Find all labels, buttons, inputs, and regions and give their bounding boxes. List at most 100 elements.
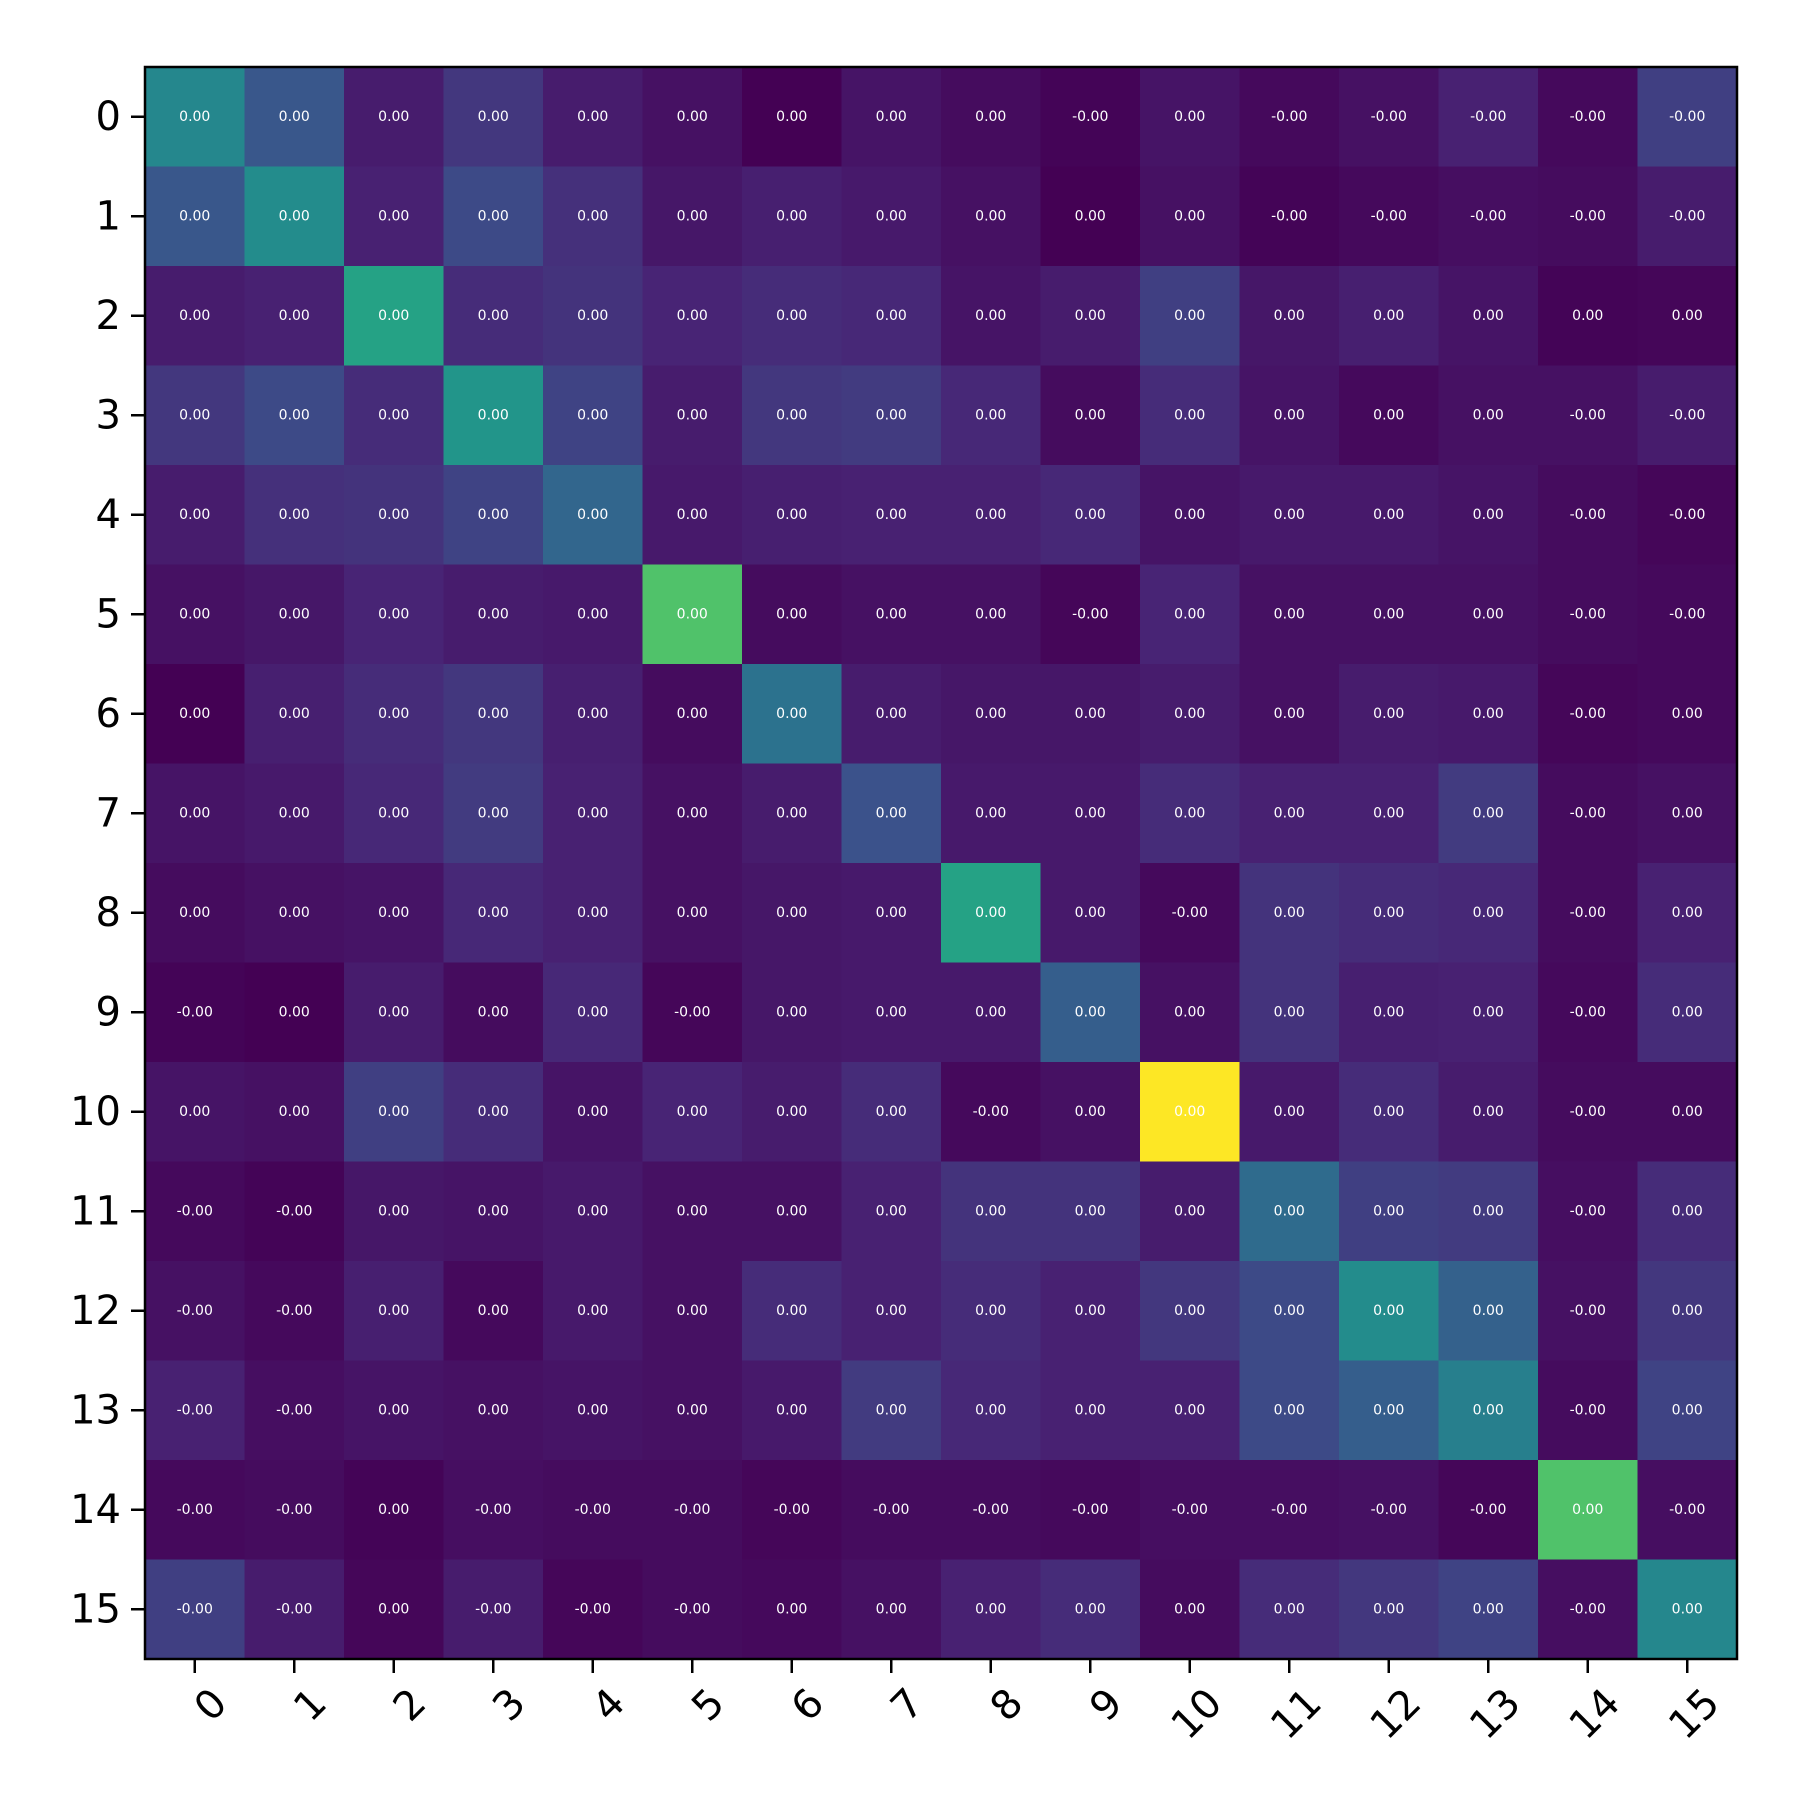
heatmap-cell (1339, 664, 1440, 765)
heatmap-cell (841, 1062, 942, 1163)
cell-value-label: 0.00 (876, 1303, 907, 1319)
cell-value-label: 0.00 (577, 407, 608, 423)
heatmap-cell (1538, 266, 1639, 367)
heatmap-cell (1339, 1460, 1440, 1561)
heatmap-cell (742, 564, 843, 665)
heatmap-cell (145, 962, 246, 1063)
cell-value-label: 0.00 (876, 109, 907, 125)
cell-value-label: 0.00 (876, 706, 907, 722)
heatmap-cell (1637, 465, 1738, 566)
heatmap-cell (1140, 763, 1241, 864)
heatmap-cell (543, 465, 644, 566)
cell-value-label: -0.00 (1570, 1203, 1606, 1219)
cell-value-label: 0.00 (179, 706, 210, 722)
heatmap-cell (1538, 763, 1639, 864)
cell-value-label: 0.00 (1473, 1004, 1504, 1020)
cell-value-label: 0.00 (876, 1402, 907, 1418)
cell-value-label: 0.00 (378, 208, 409, 224)
cell-value-label: 0.00 (677, 1402, 708, 1418)
y-tick-label: 5 (96, 591, 121, 637)
cell-value-label: -0.00 (1072, 1502, 1108, 1518)
cell-value-label: 0.00 (677, 805, 708, 821)
cell-value-label: 0.00 (776, 407, 807, 423)
heatmap-cell (742, 166, 843, 267)
heatmap-cell (1239, 763, 1340, 864)
cell-value-label: -0.00 (276, 1203, 312, 1219)
heatmap-cell (642, 863, 743, 964)
heatmap-cell (1637, 564, 1738, 665)
heatmap-cell (941, 763, 1042, 864)
heatmap-cell (941, 863, 1042, 964)
heatmap-cell (543, 266, 644, 367)
heatmap-cell (244, 465, 345, 566)
cell-value-label: 0.00 (378, 1303, 409, 1319)
cell-value-label: 0.00 (677, 706, 708, 722)
cell-value-label: 0.00 (1373, 805, 1404, 821)
cell-value-label: -0.00 (1470, 208, 1506, 224)
heatmap-cell (941, 266, 1042, 367)
cell-value-label: -0.00 (1570, 407, 1606, 423)
heatmap-cell (941, 564, 1042, 665)
cell-value-label: -0.00 (177, 1303, 213, 1319)
heatmap-cell (742, 67, 843, 168)
cell-value-label: 0.00 (975, 606, 1006, 622)
y-tick-label: 14 (70, 1487, 121, 1533)
cell-value-label: 0.00 (279, 1104, 310, 1120)
heatmap-cell (941, 1360, 1042, 1461)
heatmap-cell (1140, 465, 1241, 566)
heatmap-cell (1040, 1360, 1141, 1461)
heatmap-cell (1140, 365, 1241, 466)
cell-value-label: 0.00 (1473, 1303, 1504, 1319)
cell-value-label: 0.00 (677, 905, 708, 921)
heatmap-cell (443, 1261, 544, 1362)
heatmap-cell (543, 763, 644, 864)
cell-value-label: 0.00 (1373, 1104, 1404, 1120)
cell-value-label: 0.00 (1473, 706, 1504, 722)
cell-value-label: 0.00 (876, 308, 907, 324)
cell-value-label: -0.00 (674, 1502, 710, 1518)
cell-value-label: 0.00 (577, 805, 608, 821)
heatmap-cell (1339, 1062, 1440, 1163)
heatmap-cell (145, 166, 246, 267)
cell-value-label: 0.00 (577, 706, 608, 722)
heatmap-cell (1637, 664, 1738, 765)
heatmap-cell (1637, 365, 1738, 466)
cell-value-label: 0.00 (1672, 1203, 1703, 1219)
heatmap-cell (1339, 266, 1440, 367)
heatmap-cell (841, 763, 942, 864)
cell-value-label: 0.00 (279, 109, 310, 125)
cell-value-label: 0.00 (279, 606, 310, 622)
cell-value-label: 0.00 (1373, 1402, 1404, 1418)
heatmap-cell (742, 1161, 843, 1262)
heatmap-cell (543, 1261, 644, 1362)
heatmap-cell (1538, 1261, 1639, 1362)
heatmap-cell (244, 1559, 345, 1660)
cell-value-label: 0.00 (1075, 1601, 1106, 1617)
heatmap-cell (841, 166, 942, 267)
heatmap-cell (1637, 1360, 1738, 1461)
cell-value-label: 0.00 (279, 805, 310, 821)
heatmap-cell (344, 1261, 445, 1362)
heatmap-cell (145, 465, 246, 566)
heatmap-cell (1438, 1161, 1539, 1262)
cell-value-label: -0.00 (1072, 606, 1108, 622)
cell-value-label: 0.00 (179, 1104, 210, 1120)
cell-value-label: 0.00 (677, 109, 708, 125)
heatmap-cell (841, 863, 942, 964)
heatmap-cell (443, 1062, 544, 1163)
cell-value-label: -0.00 (1570, 1303, 1606, 1319)
heatmap-cell (1339, 1360, 1440, 1461)
cell-value-label: 0.00 (179, 606, 210, 622)
heatmap-cell (1438, 1360, 1539, 1461)
heatmap-cell (1438, 266, 1539, 367)
cell-value-label: 0.00 (478, 706, 509, 722)
cell-value-label: 0.00 (876, 1104, 907, 1120)
cell-value-label: 0.00 (378, 507, 409, 523)
cell-value-label: -0.00 (1669, 507, 1705, 523)
cell-value-label: 0.00 (1274, 905, 1305, 921)
heatmap-cell (1538, 1161, 1639, 1262)
heatmap-cell (543, 664, 644, 765)
cell-value-label: 0.00 (1473, 507, 1504, 523)
heatmap-cell (841, 266, 942, 367)
heatmap-cell (1040, 664, 1141, 765)
